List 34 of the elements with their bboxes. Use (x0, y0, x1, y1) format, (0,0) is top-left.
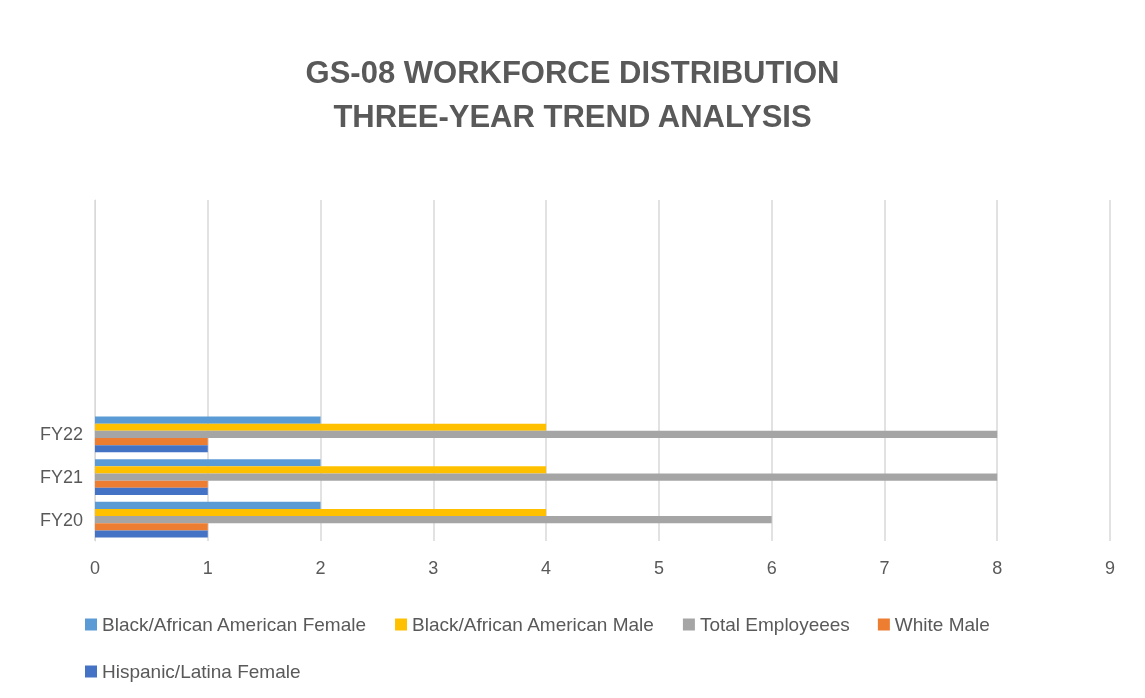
x-tick-label: 1 (202, 558, 213, 578)
legend-label: Black/African American Female (102, 614, 366, 635)
chart-title: GS-08 WORKFORCE DISTRIBUTION THREE-YEAR TREND ANALYSIS (305, 54, 840, 134)
x-tick-label: 6 (766, 558, 777, 578)
x-tick-label: 4 (541, 558, 552, 578)
x-tick-label: 9 (1104, 558, 1116, 578)
bar (95, 459, 321, 467)
legend-label: Total Employeees (699, 614, 850, 635)
x-tick-label: 5 (653, 558, 664, 578)
bar (95, 473, 998, 481)
bar (95, 445, 208, 453)
y-tick-label: FY22 (39, 424, 83, 445)
legend-label: Black/African American Male (412, 614, 654, 635)
bar (95, 523, 208, 531)
legend-label: White Male (894, 614, 990, 635)
bar (95, 480, 208, 488)
x-tick-label: 2 (315, 558, 326, 578)
bar (95, 530, 208, 538)
y-tick-label: FY20 (39, 509, 83, 530)
bar (95, 438, 208, 446)
bar (95, 466, 547, 474)
bar (95, 516, 772, 524)
bar (95, 501, 321, 509)
bar (95, 430, 998, 439)
legend-label: Hispanic/Latina Female (102, 661, 301, 682)
x-tick-label: 3 (428, 558, 439, 578)
bar (95, 508, 547, 517)
y-tick-label: FY21 (39, 467, 83, 488)
x-tick-label: 8 (992, 558, 1003, 578)
bar (95, 416, 321, 424)
bar (95, 487, 208, 495)
x-tick-label: 7 (879, 558, 890, 578)
bar (95, 423, 547, 431)
x-tick-label: 0 (89, 558, 101, 578)
